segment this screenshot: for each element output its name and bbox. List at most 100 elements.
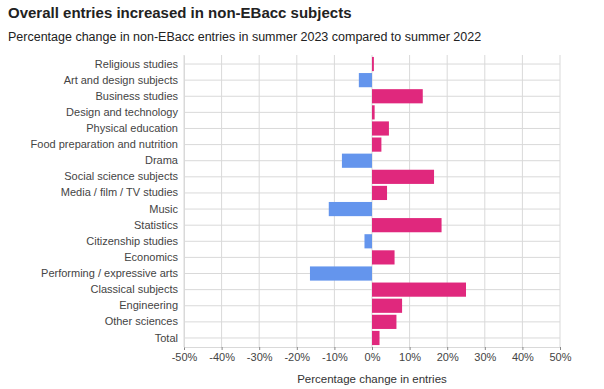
tick: Physical education <box>86 122 184 134</box>
bars <box>310 57 466 345</box>
tick: 50% <box>549 347 571 363</box>
bar <box>372 299 402 313</box>
tick-label: 40% <box>512 351 534 363</box>
tick-label: Citizenship studies <box>86 235 178 247</box>
tick: Drama <box>145 154 184 166</box>
tick-label: Art and design subjects <box>64 74 179 86</box>
bar <box>372 250 395 264</box>
title: Overall entries increased in non-EBacc s… <box>8 4 351 21</box>
tick-label: Media / film / TV studies <box>61 186 179 198</box>
tick: -50% <box>172 347 198 363</box>
tick-label: 10% <box>399 351 421 363</box>
tick-label: Physical education <box>86 122 178 134</box>
plot: -50% -40% -30% -20% -10% 0% 10% 20% 30% 40% 50% Rel… <box>31 55 572 363</box>
tick: Media / film / TV studies <box>61 186 184 198</box>
tick: Citizenship studies <box>86 235 184 247</box>
tick: -10% <box>322 347 348 363</box>
bar <box>359 73 372 87</box>
tick-label: 0% <box>365 351 381 363</box>
tick: Religious studies <box>95 58 184 70</box>
tick-mark <box>447 347 448 350</box>
bar <box>310 266 372 280</box>
tick-label: Food preparation and nutrition <box>31 138 178 150</box>
bar <box>372 315 396 329</box>
tick: -40% <box>209 347 235 363</box>
tick-label: Classical subjects <box>91 283 179 295</box>
tick-mark <box>334 347 335 350</box>
tick-label: Engineering <box>119 299 178 311</box>
tick-label: -10% <box>322 351 348 363</box>
bar <box>372 170 434 184</box>
grid-line <box>296 55 297 347</box>
tick-mark <box>560 347 561 350</box>
grid-line <box>522 55 523 347</box>
tick-mark <box>297 347 298 350</box>
bar <box>372 186 387 200</box>
tick: Food preparation and nutrition <box>31 138 184 150</box>
tick-label: -30% <box>247 351 273 363</box>
tick: 20% <box>437 347 459 363</box>
grid-line <box>560 55 561 347</box>
tick-label: -40% <box>209 351 235 363</box>
tick: Economics <box>124 251 184 263</box>
y-axis: Religious studies Art and design subjects… <box>31 56 185 348</box>
x-axis: -50% -40% -30% -20% -10% 0% 10% 20% 30% 40% 50% <box>172 347 572 363</box>
tick: Music <box>149 203 184 215</box>
x-axis-title: Percentage change in entries <box>297 373 447 385</box>
tick-label: 20% <box>437 351 459 363</box>
tick-label: Religious studies <box>95 58 179 70</box>
tick-label: Social science subjects <box>64 170 178 182</box>
bar <box>372 138 381 152</box>
tick-mark <box>410 347 411 350</box>
tick: Other sciences <box>105 315 184 327</box>
grid-line <box>334 55 335 347</box>
tick: 0% <box>365 347 381 363</box>
tick-label: Other sciences <box>105 315 179 327</box>
grid-line <box>447 55 448 347</box>
tick-label: Design and technology <box>66 106 178 118</box>
tick-label: Business studies <box>95 90 178 102</box>
grid-line <box>184 55 185 347</box>
tick-label: 30% <box>474 351 496 363</box>
tick: Classical subjects <box>91 283 184 295</box>
tick-mark <box>372 347 373 350</box>
tick: Business studies <box>95 90 184 102</box>
tick-label: Performing / expressive arts <box>41 267 178 279</box>
tick-label: -50% <box>172 351 198 363</box>
bar <box>372 218 442 232</box>
axis-line <box>184 56 185 348</box>
bar <box>372 57 374 71</box>
tick-label: Drama <box>145 154 179 166</box>
tick-mark <box>222 347 223 350</box>
bar <box>364 234 372 248</box>
grid <box>184 55 560 347</box>
tick: Total <box>155 331 184 343</box>
bar <box>372 89 423 103</box>
tick-mark <box>522 347 523 350</box>
tick-label: Economics <box>124 251 178 263</box>
tick-label: Statistics <box>134 219 179 231</box>
tick-label: Music <box>149 203 178 215</box>
tick: Social science subjects <box>64 170 184 182</box>
tick: Performing / expressive arts <box>41 267 184 279</box>
tick: Engineering <box>119 299 184 311</box>
subtitle: Percentage change in non-EBacc entries i… <box>8 30 481 44</box>
grid-line <box>259 55 260 347</box>
tick: Design and technology <box>66 106 184 118</box>
tick-label: 50% <box>549 351 571 363</box>
tick: 40% <box>512 347 534 363</box>
grid-line <box>484 55 485 347</box>
tick: 10% <box>399 347 421 363</box>
tick: 30% <box>474 347 496 363</box>
tick: Art and design subjects <box>64 74 184 86</box>
tick-label: Total <box>155 331 178 343</box>
chart: Overall entries increased in non-EBacc s… <box>0 0 604 389</box>
tick: Statistics <box>134 219 184 231</box>
tick-label: -20% <box>284 351 310 363</box>
bar <box>329 202 372 216</box>
tick: -30% <box>247 347 273 363</box>
grid-line <box>221 55 222 347</box>
tick-mark <box>485 347 486 350</box>
bar <box>342 154 372 168</box>
bar <box>372 331 380 345</box>
